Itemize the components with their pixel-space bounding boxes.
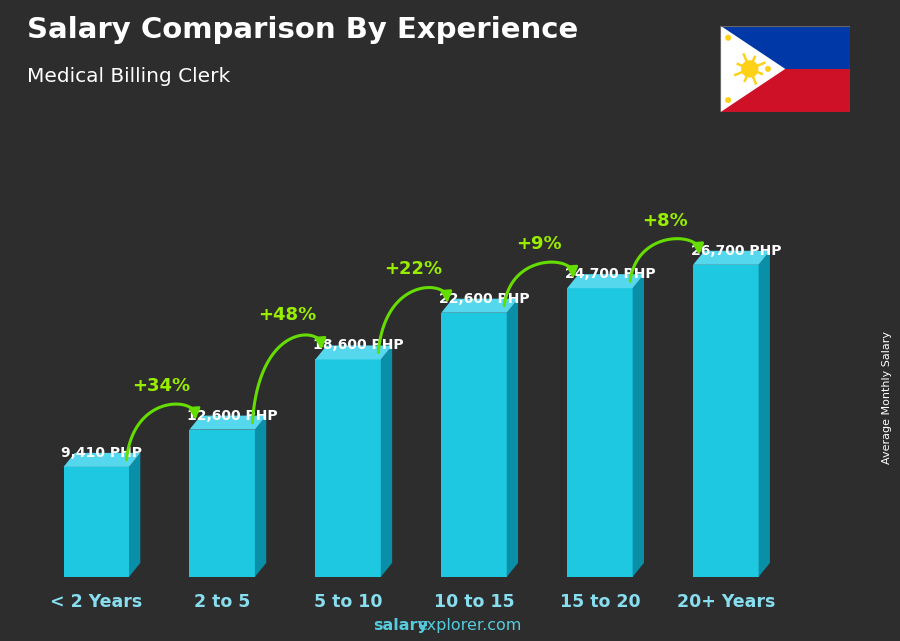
Text: 18,600 PHP: 18,600 PHP (313, 338, 403, 353)
Polygon shape (693, 251, 770, 265)
Text: Medical Billing Clerk: Medical Billing Clerk (27, 67, 230, 87)
Text: +8%: +8% (642, 212, 688, 229)
Polygon shape (64, 453, 140, 467)
Text: +22%: +22% (384, 260, 442, 278)
Polygon shape (189, 415, 266, 429)
Circle shape (725, 97, 731, 103)
Bar (567, 288, 633, 577)
Bar (64, 467, 129, 577)
Polygon shape (255, 415, 266, 577)
Bar (720, 26, 850, 69)
Bar (315, 360, 381, 577)
Text: 9,410 PHP: 9,410 PHP (61, 446, 142, 460)
Bar (720, 69, 850, 112)
Circle shape (741, 60, 759, 78)
Bar (189, 429, 255, 577)
Polygon shape (507, 299, 518, 577)
Text: 22,600 PHP: 22,600 PHP (438, 292, 529, 306)
Text: 12,600 PHP: 12,600 PHP (187, 408, 277, 422)
Text: +34%: +34% (132, 376, 190, 395)
Circle shape (725, 35, 731, 41)
Polygon shape (633, 274, 644, 577)
Polygon shape (759, 251, 769, 577)
Text: 26,700 PHP: 26,700 PHP (690, 244, 781, 258)
Polygon shape (720, 26, 785, 112)
Text: +48%: +48% (258, 306, 316, 324)
Polygon shape (567, 274, 644, 288)
Text: explorer.com: explorer.com (417, 619, 521, 633)
Text: salary: salary (374, 619, 428, 633)
Polygon shape (441, 299, 518, 313)
Text: Salary Comparison By Experience: Salary Comparison By Experience (27, 16, 578, 44)
Polygon shape (381, 345, 392, 577)
Text: +9%: +9% (516, 235, 562, 253)
Text: 24,700 PHP: 24,700 PHP (564, 267, 655, 281)
Bar (693, 265, 759, 577)
Text: Average Monthly Salary: Average Monthly Salary (881, 331, 892, 464)
Circle shape (765, 66, 771, 72)
Polygon shape (315, 345, 392, 360)
Bar (441, 313, 507, 577)
Polygon shape (129, 453, 140, 577)
